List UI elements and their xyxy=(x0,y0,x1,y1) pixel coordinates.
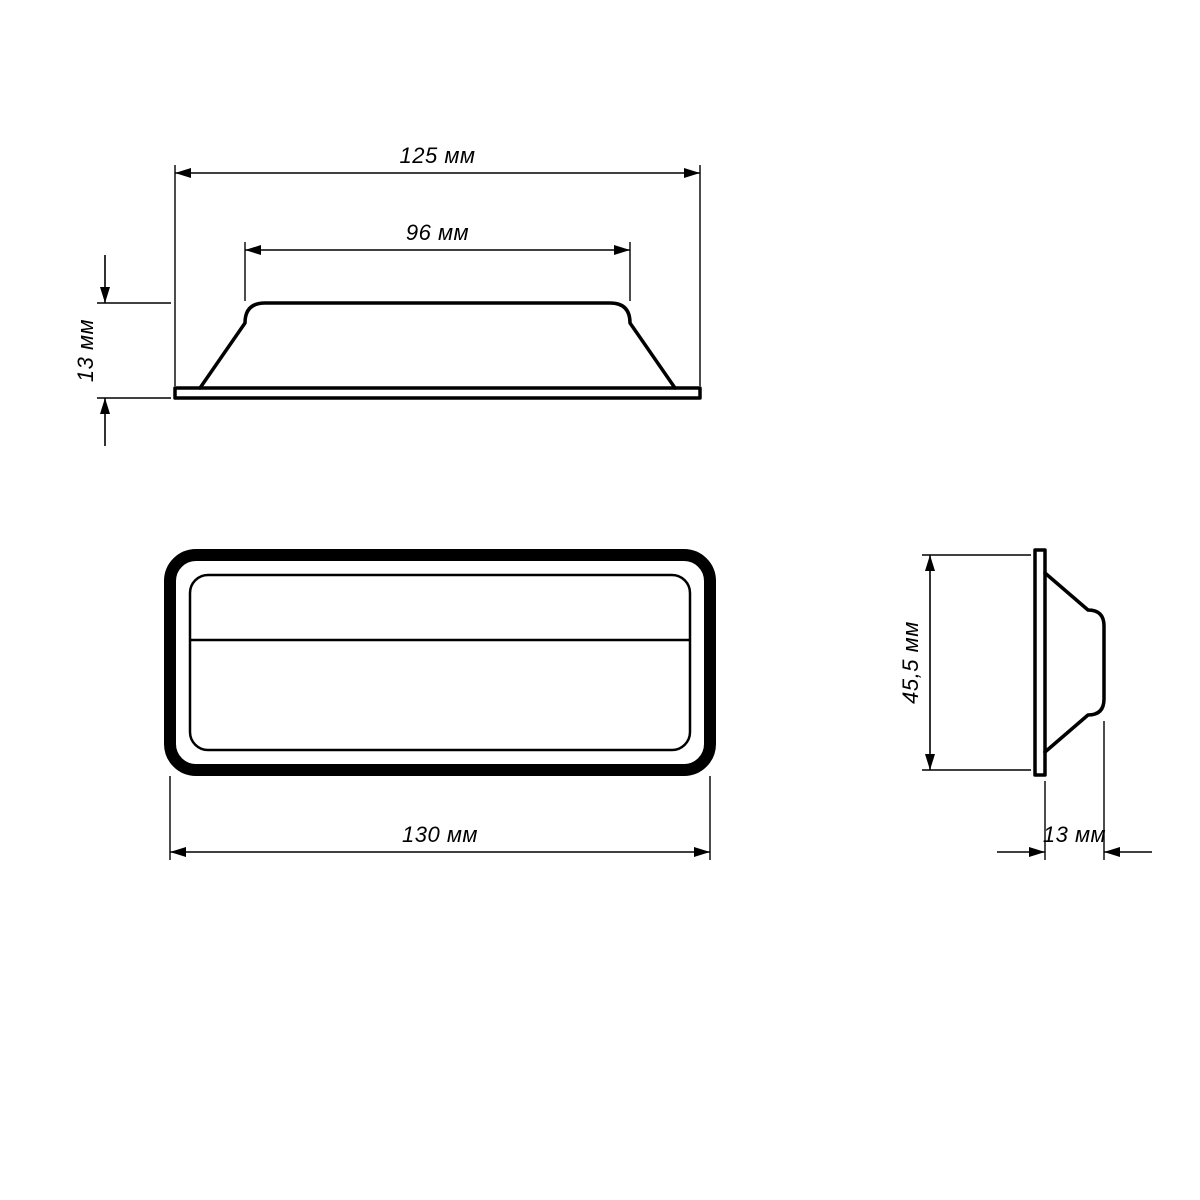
plan-outer xyxy=(170,555,710,770)
arrow-head xyxy=(100,287,110,303)
side-view: 45,5 мм 13 мм xyxy=(898,550,1152,860)
dim-125: 125 мм xyxy=(400,143,476,168)
arrow-head xyxy=(694,847,710,857)
dim-96: 96 мм xyxy=(406,220,469,245)
plan-view: 130 мм xyxy=(170,555,710,860)
arrow-head xyxy=(684,168,700,178)
elev-flange xyxy=(175,388,700,398)
arrow-head xyxy=(1029,847,1045,857)
dim-13-side: 13 мм xyxy=(1043,822,1106,847)
arrow-head xyxy=(925,555,935,571)
arrow-head xyxy=(175,168,191,178)
arrow-head xyxy=(1104,847,1120,857)
dim-45: 45,5 мм xyxy=(898,621,923,704)
elevation-view: 125 мм 96 мм 13 мм xyxy=(73,143,700,446)
plan-inner xyxy=(190,575,690,750)
arrow-head xyxy=(925,754,935,770)
arrow-head xyxy=(170,847,186,857)
arrow-head xyxy=(245,245,261,255)
elev-body xyxy=(200,303,675,388)
dim-130: 130 мм xyxy=(402,822,478,847)
arrow-head xyxy=(614,245,630,255)
arrow-head xyxy=(100,398,110,414)
side-flange xyxy=(1035,550,1045,775)
side-body xyxy=(1045,573,1104,752)
dim-13-elev: 13 мм xyxy=(73,319,98,382)
